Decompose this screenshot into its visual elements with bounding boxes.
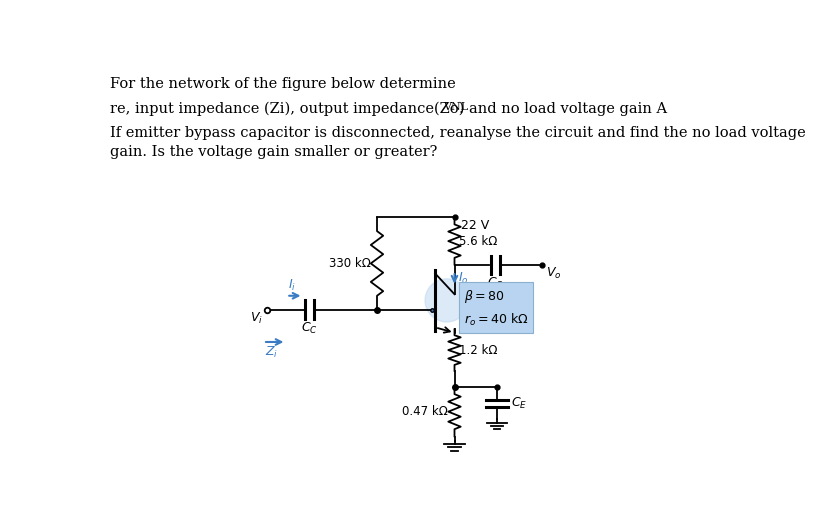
Text: re, input impedance (Zi), output impedance(Zo) and no load voltage gain A: re, input impedance (Zi), output impedan… [110,102,667,116]
Text: $C_E$: $C_E$ [511,396,527,411]
Text: 1.2 kΩ: 1.2 kΩ [459,344,498,357]
Text: If emitter bypass capacitor is disconnected, reanalyse the circuit and find the : If emitter bypass capacitor is disconnec… [110,126,805,140]
Text: $C_C$: $C_C$ [487,276,504,291]
Text: .: . [459,102,464,116]
Text: 22 V: 22 V [460,219,489,232]
Text: $I_o$: $I_o$ [458,271,469,286]
Text: $I_i$: $I_i$ [288,278,296,294]
Circle shape [425,279,469,322]
Text: 0.47 kΩ: 0.47 kΩ [403,405,448,418]
Text: $V_i$: $V_i$ [250,310,263,326]
Text: $C_C$: $C_C$ [302,320,318,336]
Text: 330 kΩ: 330 kΩ [329,257,371,270]
Text: $V_o$: $V_o$ [546,266,562,281]
Text: VNL: VNL [443,102,469,112]
Text: $\beta = 80$
$r_o = 40$ k$\Omega$: $\beta = 80$ $r_o = 40$ k$\Omega$ [464,288,528,328]
Text: gain. Is the voltage gain smaller or greater?: gain. Is the voltage gain smaller or gre… [110,145,437,159]
Text: 5.6 kΩ: 5.6 kΩ [459,235,497,248]
Text: For the network of the figure below determine: For the network of the figure below dete… [110,77,456,91]
Text: $Z_i$: $Z_i$ [265,345,278,360]
